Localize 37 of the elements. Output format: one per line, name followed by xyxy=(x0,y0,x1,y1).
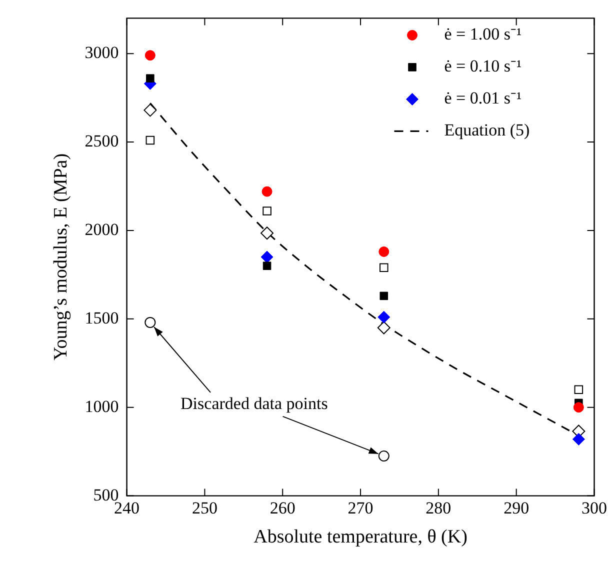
x-tick-label: 290 xyxy=(504,498,530,518)
point xyxy=(144,104,157,117)
point xyxy=(262,206,272,216)
legend-label: ė = 1.00 s⁻¹ xyxy=(444,24,522,44)
point xyxy=(144,50,156,61)
x-axis-title: Absolute temperature, θ (K) xyxy=(254,526,468,548)
point xyxy=(262,262,272,270)
y-tick-label: 2000 xyxy=(84,220,119,239)
x-tick-label: 300 xyxy=(582,498,607,518)
point xyxy=(572,432,585,446)
x-tick-label: 260 xyxy=(270,498,296,518)
legend-label: Equation (5) xyxy=(444,120,530,140)
x-tick-label: 250 xyxy=(192,498,218,518)
point xyxy=(574,385,584,394)
point xyxy=(573,402,584,413)
point xyxy=(146,74,154,82)
annotation: Discarded data points xyxy=(180,394,328,413)
point xyxy=(144,316,156,328)
point xyxy=(380,263,388,272)
y-axis-title: Young’s modulus, E (MPa) xyxy=(50,153,72,361)
point xyxy=(260,250,274,264)
point xyxy=(260,226,274,240)
y-tick-label: 2500 xyxy=(84,131,119,150)
point xyxy=(377,321,390,334)
point xyxy=(262,186,272,197)
point xyxy=(380,292,388,300)
y-tick-label: 3000 xyxy=(84,43,119,62)
y-tick-label: 1500 xyxy=(84,308,119,328)
point xyxy=(378,450,390,462)
x-tick-label: 270 xyxy=(348,498,374,518)
point xyxy=(378,246,390,257)
legend-label: ė = 0.01 s⁻¹ xyxy=(444,88,522,108)
point xyxy=(146,136,155,145)
y-tick-label: 1000 xyxy=(84,396,119,416)
legend-label: ė = 0.10 s⁻¹ xyxy=(444,56,522,76)
point xyxy=(378,310,390,324)
x-tick-label: 280 xyxy=(426,498,452,518)
